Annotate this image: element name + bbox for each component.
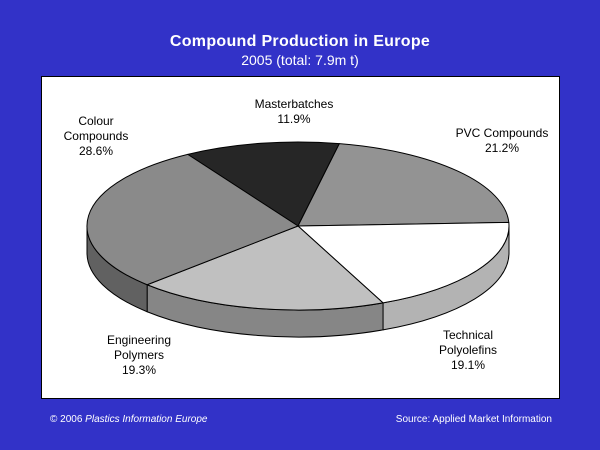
pie-slice-masterbatches (187, 141, 340, 227)
slice-value-pvc-compounds: 21.2% (484, 141, 520, 155)
slice-value-masterbatches: 11.9% (277, 112, 311, 126)
slice-name-engineering-line2: Polymers (113, 348, 164, 362)
copyright-prefix: © 2006 (50, 414, 86, 425)
slice-label-colour-compounds: Colour Compounds 28.6% (42, 114, 156, 159)
pie-slice-engineering-polymers (146, 225, 384, 311)
chart-subtitle: 2005 (total: 7.9m t) (241, 52, 359, 68)
slice-name-colour-line2: Compounds (63, 129, 129, 143)
slice-label-pvc-compounds: PVC Compounds 21.2% (442, 126, 559, 156)
slice-value-engineering-polymers: 19.3% (121, 363, 157, 377)
slice-label-masterbatches: Masterbatches 11.9% (234, 97, 354, 127)
slice-value-colour-compounds: 28.6% (78, 144, 114, 158)
slice-name-engineering-line1: Engineering (106, 333, 172, 347)
slice-name-pvc-compounds: PVC Compounds (455, 126, 549, 140)
copyright-publisher: Plastics Information Europe (85, 414, 208, 425)
pie-chart (86, 141, 510, 338)
copyright-note: © 2006 Plastics Information Europe (50, 414, 207, 425)
slice-value-technical-polyolefins: 19.1% (450, 358, 486, 372)
slice-name-technical-line1: Technical (442, 328, 494, 342)
chart-title: Compound Production in Europe (169, 33, 431, 50)
pie-slice-pvc-compounds (297, 143, 510, 227)
slice-label-technical-polyolefins: Technical Polyolefins 19.1% (408, 328, 528, 373)
slice-name-masterbatches: Masterbatches (254, 97, 334, 111)
pie-slice-technical-polyolefins (297, 221, 510, 304)
chart-panel: Masterbatches 11.9% PVC Compounds 21.2% … (41, 76, 560, 399)
slice-label-engineering-polymers: Engineering Polymers 19.3% (79, 333, 199, 378)
pie-slice-colour-compounds (86, 153, 299, 286)
source-note: Source: Applied Market Information (395, 414, 552, 425)
slice-name-technical-line2: Polyolefins (438, 343, 498, 357)
slice-name-colour-line1: Colour (78, 114, 114, 128)
